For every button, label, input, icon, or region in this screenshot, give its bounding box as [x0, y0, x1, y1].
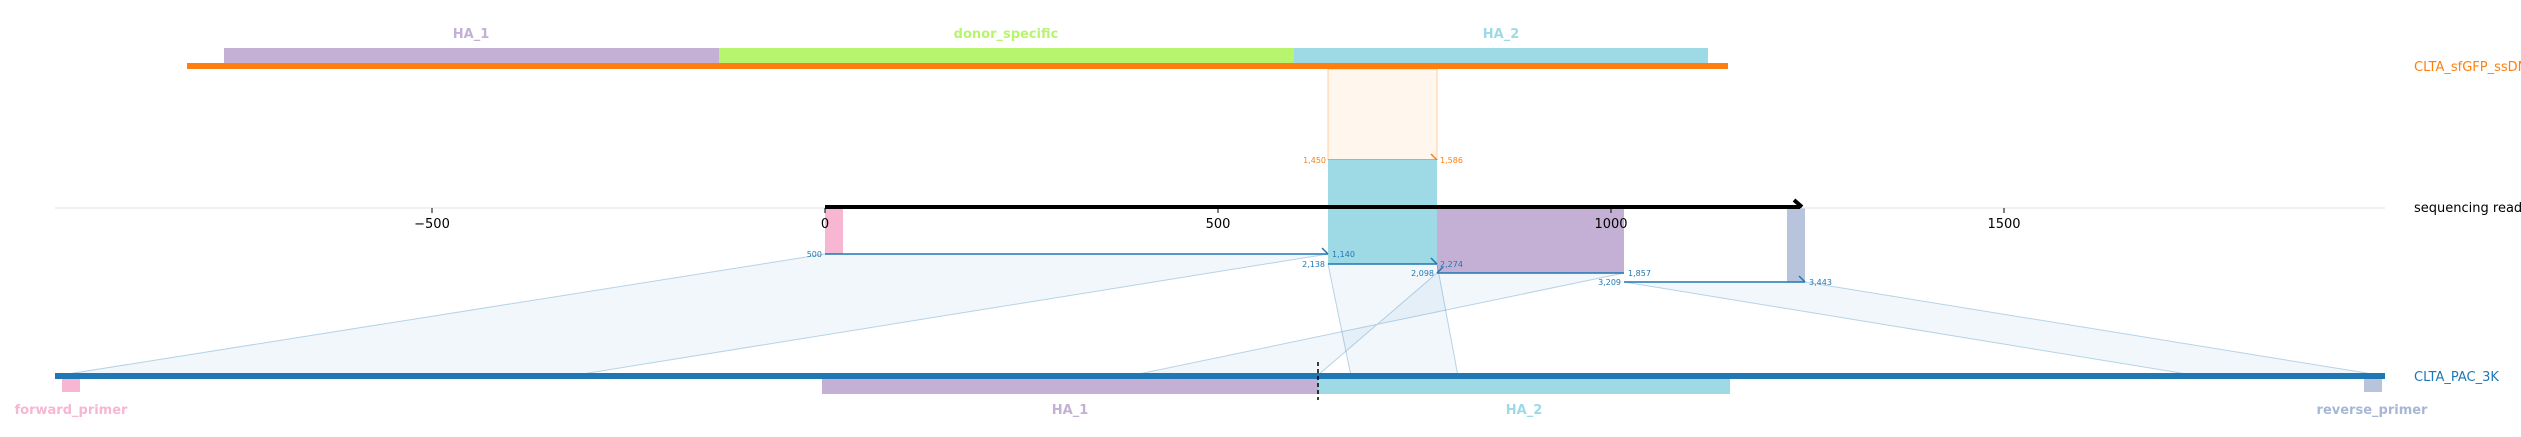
alignment-connector-1	[54, 253, 1329, 377]
target-feature-label-ha-1: HA_1	[1052, 403, 1089, 418]
target-alignment-start-label-4: 3,209	[1598, 278, 1621, 287]
reference-feature-ha-2	[1294, 48, 1708, 64]
reference-alignment-end-label: 1,586	[1440, 156, 1463, 165]
target-name-label: CLTA_PAC_3K	[2414, 370, 2499, 385]
target-feature-label-forward-primer: forward_primer	[15, 403, 129, 418]
read-name-label: sequencing read	[2414, 201, 2521, 216]
read-feature-ha-1	[1437, 208, 1624, 273]
target-alignment-start-label-3: 2,098	[1411, 269, 1434, 278]
target-alignments: 500 1,140 2,138 2,274 2,098 1,857 3,209 …	[807, 247, 1832, 287]
target-feature-label-reverse-primer: reverse_primer	[2317, 403, 2429, 418]
target-alignment-end-label-2: 2,274	[1440, 260, 1463, 269]
target-alignment-end-label-4: 3,443	[1809, 278, 1832, 287]
target-alignment-arrowhead-3	[1436, 266, 1444, 274]
target-feature-ha-2	[1318, 378, 1730, 394]
reference-feature-donor-specific	[719, 48, 1294, 64]
read-axis-tick-label: 1000	[1594, 217, 1627, 232]
read-arrowhead	[1792, 198, 1804, 209]
read-feature-forward-primer	[825, 208, 843, 254]
target-alignment-arrowhead-2	[1430, 257, 1438, 265]
reference-line	[187, 63, 1728, 69]
reference-alignment-band	[1327, 68, 1438, 161]
read-axis: −500 0 500 1000 1500 sequencing read	[55, 198, 2521, 232]
target-feature-ha-1	[822, 378, 1318, 394]
reference-track: HA_1 donor_specific HA_2 CLTA_sfGFP_ssDN…	[187, 27, 2521, 75]
target-alignment-end-label-3: 1,857	[1628, 269, 1651, 278]
reference-feature-label-donor-specific: donor_specific	[954, 27, 1059, 42]
read-axis-tick-label: 0	[821, 217, 829, 232]
read-axis-tick-label: 500	[1206, 217, 1231, 232]
target-line	[55, 373, 2385, 379]
target-feature-reverse-primer	[2364, 378, 2382, 392]
read-feature-ha-2	[1328, 160, 1437, 264]
reference-alignment: 1,450 1,586	[1303, 68, 1463, 165]
alignment-connector-4	[1623, 281, 2386, 377]
reference-alignment-arrowhead	[1430, 153, 1438, 161]
target-alignment-arrowhead-1	[1321, 247, 1329, 255]
target-feature-forward-primer	[62, 378, 80, 392]
reference-feature-label-ha-2: HA_2	[1483, 27, 1520, 42]
reference-alignment-start-label: 1,450	[1303, 156, 1326, 165]
target-alignment-start-label-1: 500	[807, 250, 822, 259]
alignment-connectors	[54, 253, 2386, 377]
target-track: forward_primer HA_1 HA_2 reverse_primer …	[15, 362, 2499, 418]
reference-feature-label-ha-1: HA_1	[453, 27, 490, 42]
read-axis-tick-label: 1500	[1987, 217, 2020, 232]
read-axis-tick-label: −500	[414, 217, 450, 232]
target-feature-label-ha-2: HA_2	[1506, 403, 1543, 418]
read-feature-reverse-primer	[1787, 208, 1805, 282]
target-alignment-arrowhead-4	[1798, 275, 1806, 283]
target-alignment-start-label-2: 2,138	[1302, 260, 1325, 269]
reference-feature-ha-1	[224, 48, 719, 64]
target-alignment-end-label-1: 1,140	[1332, 250, 1355, 259]
reference-name-label: CLTA_sfGFP_ssDNA	[2414, 60, 2521, 75]
read-features	[825, 160, 1805, 282]
